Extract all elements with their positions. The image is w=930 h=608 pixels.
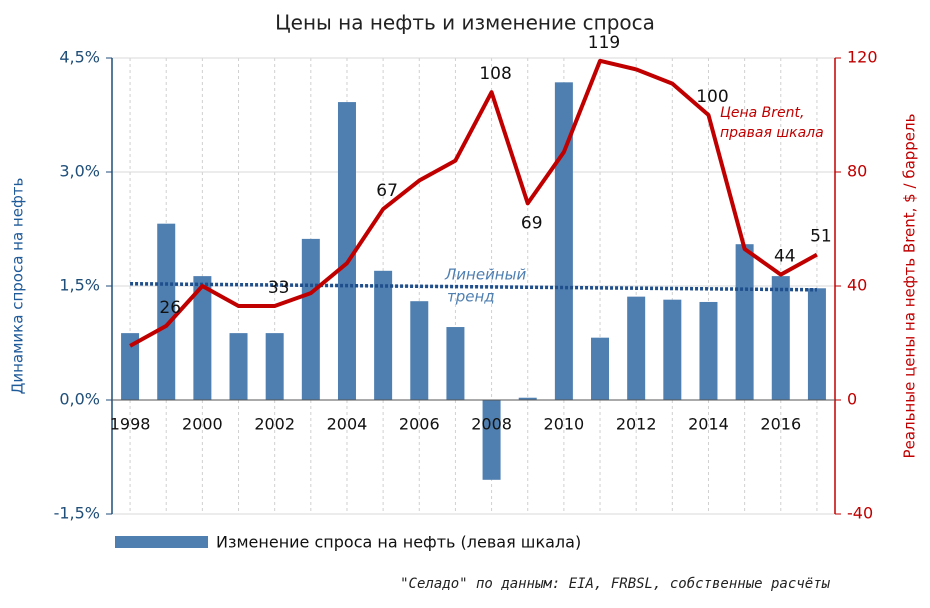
x-tick-label: 1998 [110, 415, 151, 434]
x-tick-label: 2016 [760, 415, 801, 434]
x-tick-label: 2006 [399, 415, 440, 434]
bar [265, 333, 284, 400]
source: "Селадо" по данным: EIA, FRBSL, собствен… [400, 576, 830, 592]
bar [518, 397, 537, 400]
data-label: 44 [774, 247, 796, 267]
bar [554, 82, 573, 400]
bar [591, 337, 610, 400]
trend-line [130, 281, 817, 292]
price-line [129, 58, 818, 348]
bar [374, 270, 393, 400]
bar [446, 327, 465, 400]
data-label: 51 [810, 227, 832, 247]
x-tick-label: 2008 [471, 415, 512, 434]
y-tick-label: 3,0% [59, 162, 100, 181]
data-label: 100 [696, 87, 728, 107]
y-axis-label: Динамика спроса на нефть [9, 178, 27, 395]
x-tick-label: 2010 [544, 415, 585, 434]
x-tick-label: 2012 [616, 415, 657, 434]
x-tick-label: 2000 [182, 415, 223, 434]
data-label: 108 [479, 64, 511, 84]
legend-swatch [115, 536, 208, 548]
x-tick-label: 2014 [688, 415, 729, 434]
trend-label: тренд [447, 288, 495, 306]
bar [627, 296, 646, 400]
data-label: 69 [521, 213, 543, 233]
brent-note: Цена Brent, [720, 105, 804, 121]
y2-axis-label: Реальные цены на нефть Brent, $ / баррел… [901, 114, 919, 459]
chart-title: Цены на нефть и изменение спроса [275, 11, 655, 35]
brent-note: правая шкала [720, 125, 824, 141]
y-tick-label: 4,5% [59, 48, 100, 67]
x-tick-label: 2004 [327, 415, 368, 434]
bar [699, 301, 718, 400]
bar [301, 238, 320, 400]
data-label: 119 [588, 33, 620, 53]
data-label: 67 [376, 181, 398, 201]
bar [663, 299, 682, 400]
bar [807, 288, 826, 400]
bar [410, 301, 429, 400]
y2-tick-label: 0 [847, 390, 857, 409]
y2-tick-label: 120 [847, 48, 878, 67]
y2-tick-label: -40 [847, 504, 873, 523]
x-tick-label: 2002 [254, 415, 295, 434]
bar [771, 276, 790, 400]
trend-label: Линейный [444, 266, 526, 284]
data-label: 33 [268, 278, 290, 298]
y-tick-label: 0,0% [59, 390, 100, 409]
bar [121, 333, 140, 400]
legend-label: Изменение спроса на нефть (левая шкала) [216, 533, 581, 552]
y2-tick-label: 40 [847, 276, 867, 295]
bar [193, 276, 212, 400]
bar [735, 244, 754, 400]
y-tick-label: -1,5% [54, 504, 100, 523]
data-label: 26 [159, 298, 181, 318]
bar [157, 223, 176, 400]
bar [229, 333, 248, 400]
bar [482, 400, 501, 480]
y2-tick-label: 80 [847, 162, 867, 181]
bar [337, 102, 356, 400]
y-tick-label: 1,5% [59, 276, 100, 295]
